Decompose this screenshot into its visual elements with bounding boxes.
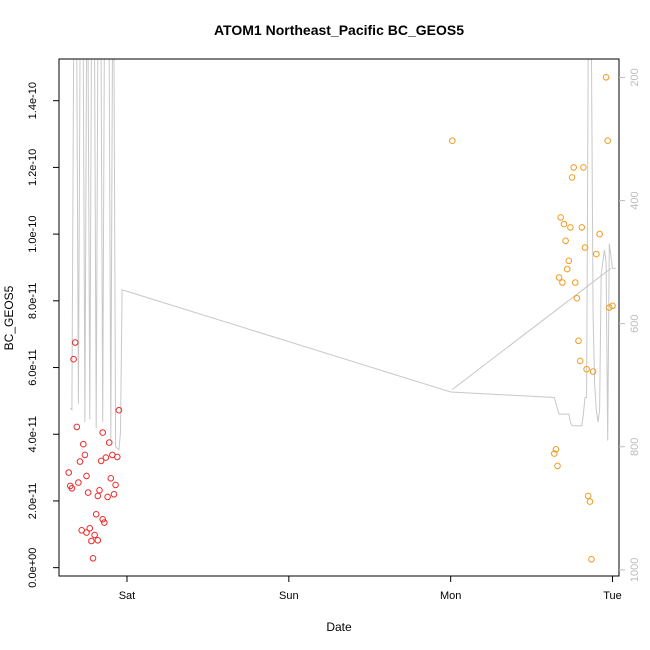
- data-point: [578, 224, 586, 231]
- data-point: [102, 454, 110, 461]
- x-tick-label: Sun: [279, 590, 299, 602]
- data-point: [554, 462, 561, 470]
- data-point: [101, 519, 108, 526]
- chart-title: ATOM1 Northeast_Pacific BC_GEOS5: [214, 22, 464, 38]
- data-point: [560, 220, 568, 228]
- right-pressure-axis: 200 400 600 800 1000: [619, 68, 641, 582]
- y-tick-label: 1.2e-10: [27, 149, 39, 186]
- data-point: [114, 453, 121, 461]
- scatter-points-layer: [65, 74, 616, 563]
- x-tick-label: Sat: [119, 590, 136, 602]
- y-tick-label: 0.0e+00: [27, 548, 39, 588]
- data-point: [575, 337, 582, 345]
- data-point: [568, 174, 576, 181]
- data-point: [593, 250, 600, 258]
- y-tick-label: 1.4e-10: [27, 82, 39, 119]
- y2-tick-label: 1000: [629, 558, 641, 582]
- data-point: [88, 537, 95, 545]
- data-point: [96, 487, 103, 494]
- data-point: [581, 244, 589, 251]
- x-tick-label: Mon: [440, 590, 461, 602]
- data-point: [112, 481, 119, 489]
- y-axis-label: BC_GEOS5: [2, 285, 16, 350]
- data-point: [565, 257, 573, 265]
- data-point: [105, 439, 113, 446]
- x-axis: Sat Sun Mon Tue: [119, 576, 622, 602]
- data-point: [81, 451, 89, 459]
- data-point: [70, 355, 77, 363]
- data-point: [92, 511, 100, 518]
- data-point: [97, 457, 105, 465]
- y-tick-label: 4.0e-11: [27, 416, 39, 453]
- data-point: [71, 339, 79, 346]
- data-point: [86, 525, 94, 532]
- data-point: [586, 498, 594, 505]
- data-point: [567, 224, 574, 231]
- data-point: [588, 556, 595, 563]
- data-point: [583, 365, 590, 373]
- data-point: [94, 492, 102, 500]
- data-point: [570, 164, 578, 171]
- data-point: [65, 469, 72, 476]
- plot-frame: [58, 58, 620, 577]
- data-point: [576, 357, 584, 365]
- y2-tick-label: 200: [629, 68, 641, 86]
- y2-tick-label: 800: [629, 438, 641, 456]
- data-point: [609, 302, 616, 310]
- y-tick-label: 2.0e-11: [27, 483, 39, 520]
- y2-tick-label: 600: [629, 314, 641, 332]
- data-point: [110, 491, 118, 498]
- data-point: [80, 440, 87, 448]
- data-point: [606, 304, 613, 311]
- data-point: [99, 516, 106, 523]
- data-point: [559, 279, 566, 286]
- data-point: [573, 294, 581, 302]
- pressure-line: [69, 59, 616, 451]
- data-point: [83, 472, 90, 480]
- data-point: [580, 164, 587, 171]
- data-point: [557, 214, 565, 221]
- data-point: [84, 489, 92, 496]
- data-point: [563, 265, 571, 273]
- data-point: [104, 493, 111, 501]
- data-point: [75, 479, 82, 486]
- y-axis: 0.0e+00 2.0e-11 4.0e-11 6.0e-11 8.0e-11 1.0e-…: [27, 82, 59, 588]
- data-point: [107, 475, 115, 482]
- y-tick-label: 8.0e-11: [27, 283, 39, 320]
- data-point: [572, 279, 579, 286]
- pressure-line-branch: [451, 267, 612, 390]
- series-1: [65, 339, 123, 562]
- data-point: [555, 274, 563, 281]
- data-point: [73, 423, 81, 431]
- data-point: [552, 446, 560, 453]
- data-point: [83, 529, 90, 536]
- data-point: [99, 429, 106, 436]
- data-point: [562, 237, 569, 245]
- data-point: [584, 492, 592, 500]
- data-point: [76, 458, 84, 465]
- data-point: [604, 137, 612, 144]
- data-point: [596, 230, 603, 238]
- data-point: [589, 368, 597, 375]
- x-tick-label: Tue: [603, 590, 622, 602]
- data-point: [551, 450, 558, 457]
- data-point: [449, 137, 456, 144]
- data-point: [115, 406, 123, 414]
- data-point: [89, 555, 97, 562]
- data-point: [602, 74, 610, 81]
- y-tick-label: 6.0e-11: [27, 349, 39, 386]
- data-point: [68, 485, 76, 492]
- y-tick-label: 1.0e-10: [27, 215, 39, 252]
- data-point: [94, 537, 102, 544]
- y2-tick-label: 400: [629, 191, 641, 209]
- series-2: [449, 74, 616, 563]
- data-point: [91, 531, 98, 539]
- x-axis-label: Date: [326, 620, 352, 634]
- pressure-line-layer: [69, 59, 616, 451]
